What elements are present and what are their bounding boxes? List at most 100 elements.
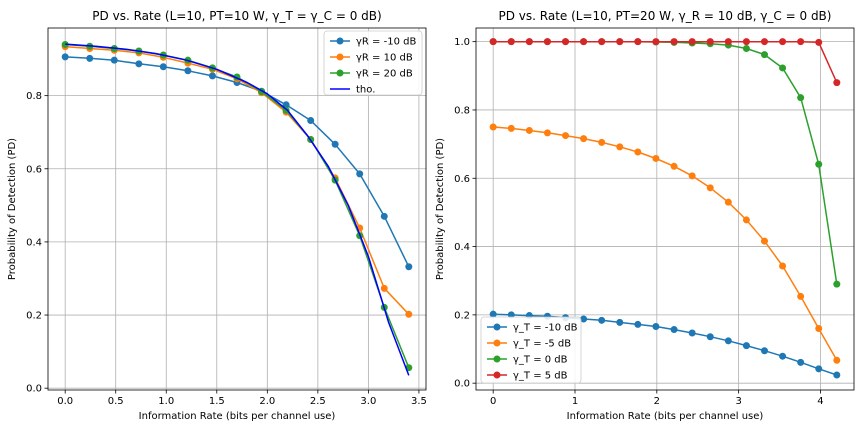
x-tick-label: 2.0 — [259, 396, 275, 407]
data-point — [779, 38, 787, 46]
x-tick-label: 2.5 — [310, 396, 326, 407]
x-axis-label: Information Rate (bits per channel use) — [567, 411, 764, 422]
data-point — [525, 38, 533, 46]
data-point — [833, 280, 841, 288]
legend-swatch-marker — [336, 37, 344, 45]
data-point — [652, 38, 660, 46]
data-point — [405, 310, 413, 318]
data-point — [742, 38, 750, 46]
y-tick-label: 0.2 — [26, 311, 42, 322]
y-tick-label: 0.0 — [454, 379, 470, 390]
y-tick-label: 0.4 — [26, 237, 42, 248]
legend-swatch-marker — [336, 53, 344, 61]
data-point — [61, 53, 69, 61]
data-point — [598, 138, 606, 146]
data-point — [815, 325, 823, 333]
data-point — [159, 63, 167, 71]
chart-left: PD vs. Rate (L=10, PT=10 W, γ_T = γ_C = … — [7, 9, 427, 422]
chart-title: PD vs. Rate (L=10, PT=20 W, γ_R = 10 dB,… — [499, 9, 832, 23]
data-point — [688, 329, 696, 337]
legend-swatch-marker — [336, 69, 344, 77]
x-tick-label: 4 — [817, 396, 823, 407]
data-point — [652, 154, 660, 162]
data-point — [706, 184, 714, 192]
data-point — [331, 140, 339, 148]
x-tick-label: 0.0 — [57, 396, 73, 407]
data-point — [815, 160, 823, 168]
data-point — [543, 129, 551, 137]
y-axis-label: Probability of Detection (PD) — [435, 138, 446, 280]
series-line — [65, 43, 410, 376]
data-point — [706, 38, 714, 46]
data-point — [543, 38, 551, 46]
legend-label: γ_T = -5 dB — [513, 339, 571, 350]
data-point — [797, 292, 805, 300]
data-point — [356, 170, 364, 178]
data-point — [797, 358, 805, 366]
data-point — [815, 38, 823, 46]
data-point — [670, 38, 678, 46]
data-point — [815, 365, 823, 373]
data-point — [833, 371, 841, 379]
data-point — [598, 38, 606, 46]
data-point — [616, 318, 624, 326]
data-point — [760, 38, 768, 46]
legend-box — [323, 30, 423, 96]
data-point — [706, 333, 714, 341]
x-tick-label: 0.5 — [108, 396, 124, 407]
data-point — [307, 117, 315, 125]
data-point — [525, 126, 533, 134]
x-tick-label: 2 — [654, 396, 660, 407]
legend-box — [480, 316, 582, 384]
data-point — [724, 198, 732, 206]
data-point — [580, 135, 588, 143]
data-point — [634, 38, 642, 46]
x-tick-label: 3.5 — [411, 396, 427, 407]
data-point — [616, 143, 624, 151]
x-tick-label: 1.5 — [209, 396, 225, 407]
legend-label: tho. — [356, 85, 375, 96]
y-tick-label: 0.8 — [454, 105, 470, 116]
data-point — [562, 132, 570, 140]
data-point — [580, 38, 588, 46]
data-point — [779, 64, 787, 72]
data-point — [724, 337, 732, 345]
data-point — [135, 60, 143, 68]
data-point — [86, 54, 94, 62]
data-point — [742, 44, 750, 52]
chart-title: PD vs. Rate (L=10, PT=10 W, γ_T = γ_C = … — [92, 9, 381, 23]
legend-swatch-marker — [493, 355, 501, 363]
data-point — [724, 38, 732, 46]
data-point — [489, 123, 497, 131]
x-tick-label: 3.0 — [360, 396, 376, 407]
data-point — [616, 38, 624, 46]
data-point — [797, 94, 805, 102]
legend-label: γ_T = 5 dB — [513, 371, 568, 382]
data-point — [489, 310, 497, 318]
data-point — [833, 356, 841, 364]
legend-swatch-marker — [493, 323, 501, 331]
data-point — [208, 72, 216, 80]
x-tick-label: 1.0 — [158, 396, 174, 407]
data-point — [634, 320, 642, 328]
data-point — [797, 38, 805, 46]
y-tick-label: 0.4 — [454, 242, 470, 253]
data-point — [634, 148, 642, 156]
data-point — [688, 172, 696, 180]
legend-swatch-marker — [493, 371, 501, 379]
legend-label: γR = -10 dB — [356, 37, 416, 48]
chart-right: PD vs. Rate (L=10, PT=20 W, γ_R = 10 dB,… — [435, 9, 855, 422]
x-tick-label: 3 — [735, 396, 741, 407]
y-tick-label: 1.0 — [454, 37, 470, 48]
data-point — [760, 51, 768, 59]
legend-label: γ_T = -10 dB — [513, 323, 578, 334]
data-point — [742, 216, 750, 224]
legend-label: γ_T = 0 dB — [513, 355, 568, 366]
y-tick-label: 0.2 — [454, 310, 470, 321]
data-point — [779, 262, 787, 270]
y-tick-label: 0.8 — [26, 91, 42, 102]
data-point — [742, 342, 750, 350]
data-point — [670, 162, 678, 170]
legend-label: γR = 20 dB — [356, 69, 413, 80]
